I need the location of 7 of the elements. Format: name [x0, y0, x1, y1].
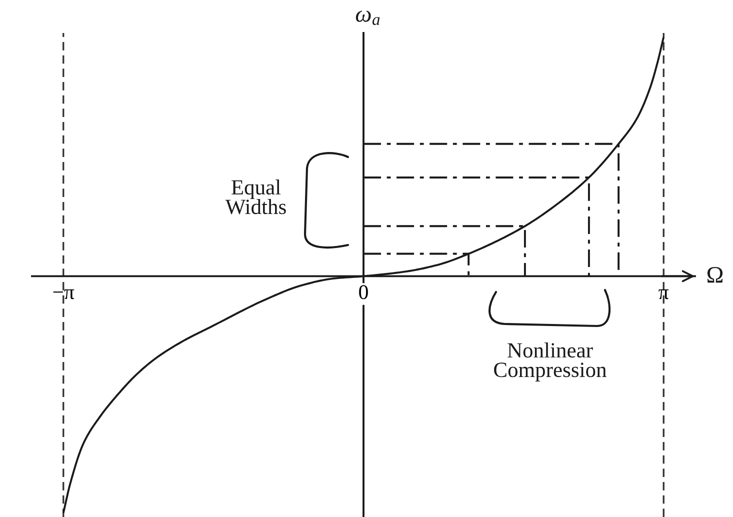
x-tick-label: π	[658, 289, 669, 300]
x-tick-label: −π	[53, 289, 74, 300]
annotation: Equal Widths	[225, 179, 286, 214]
y-axis-title: ω$_{a}$	[356, 10, 380, 26]
annotation: Nonlinear Compression	[494, 342, 606, 382]
x-tick-label: 0	[359, 285, 368, 300]
x-axis-title: Ω	[707, 267, 723, 283]
